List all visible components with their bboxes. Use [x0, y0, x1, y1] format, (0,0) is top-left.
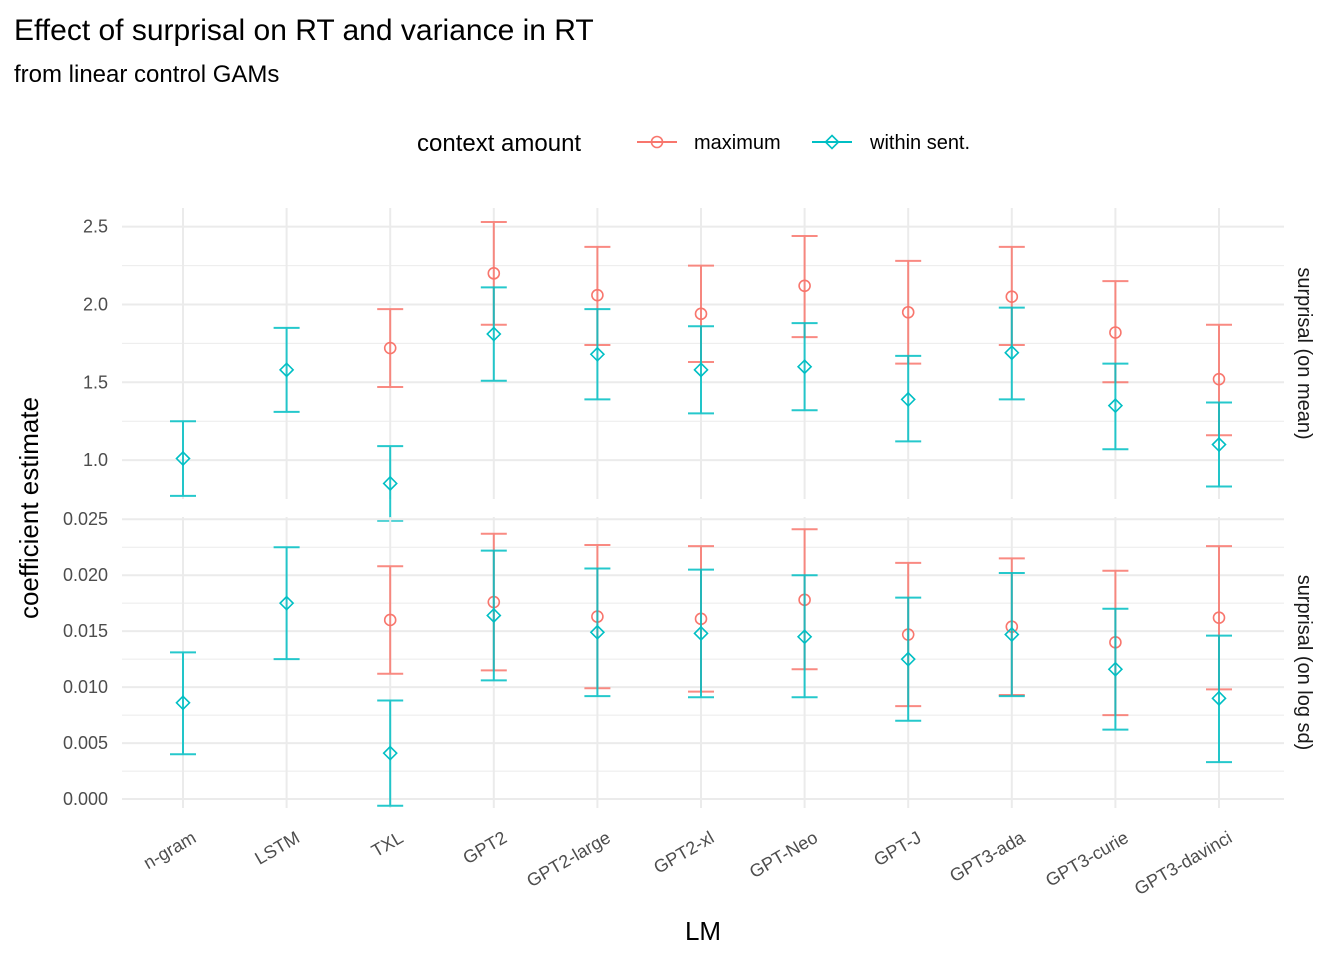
x-tick-label-lstm: LSTM — [251, 827, 303, 868]
panel-surprisal-on-log-sd: 0.000 0.005 0.010 0.015 0.020 0.025 surprisal … — [63, 509, 1315, 809]
x-tick-label-gpt-neo: GPT-Neo — [746, 827, 821, 882]
point-within-sent-gpt3-davinci — [1211, 436, 1227, 453]
x-tick-label-gpt3-ada: GPT3-ada — [946, 827, 1029, 886]
point-within-sent-gpt3-curie — [1107, 397, 1124, 414]
legend-entry-maximum: maximum — [637, 132, 781, 154]
errorbar-within-sent-gpt3-curie — [1102, 362, 1129, 451]
errorbar-within-sent-gpt2 — [480, 286, 507, 382]
x-tick-label-txl: TXL — [368, 827, 407, 861]
point-maximum-gpt-j — [901, 305, 915, 319]
point-within-sent-txl — [382, 745, 398, 761]
errorbar-within-sent-gpt-neo — [791, 322, 818, 412]
point-within-sent-gpt-j — [900, 651, 916, 667]
y-tick-label: 2.5 — [83, 217, 108, 237]
point-maximum-gpt2-xl — [694, 307, 708, 321]
point-within-sent-n-gram — [175, 695, 191, 711]
errorbar-within-sent-gpt2-large — [584, 308, 611, 401]
errorbar-within-sent-txl — [377, 445, 404, 522]
errorbar-within-sent-txl — [377, 699, 404, 807]
errorbar-within-sent-gpt2-large — [584, 567, 611, 698]
point-within-sent-gpt2-xl — [693, 362, 709, 378]
legend-key-circle-icon — [650, 135, 664, 149]
legend-label-maximum: maximum — [694, 132, 781, 154]
strip-label: surprisal (on log sd) — [1293, 575, 1315, 751]
errorbar-within-sent-gpt3-ada — [998, 306, 1025, 401]
errorbar-within-sent-gpt3-davinci — [1206, 401, 1232, 488]
point-within-sent-gpt3-davinci — [1211, 690, 1227, 706]
y-tick-label: 1.5 — [83, 372, 108, 392]
x-tick-label-gpt2: GPT2 — [459, 827, 510, 868]
legend: context amount maximum within sent. — [417, 130, 970, 157]
point-maximum-gpt3-curie — [1109, 326, 1122, 339]
x-axis-title: LM — [685, 916, 721, 946]
y-tick-label: 0.015 — [63, 621, 108, 641]
y-tick-label: 0.005 — [63, 733, 108, 753]
errorbar-within-sent-gpt3-davinci — [1206, 634, 1232, 764]
point-within-sent-n-gram — [175, 450, 191, 467]
legend-key-diamond-icon — [824, 134, 840, 150]
errorbar-within-sent-n-gram — [170, 420, 196, 497]
y-axis-title: coefficient estimate — [14, 397, 44, 619]
point-within-sent-gpt-neo — [796, 359, 813, 375]
point-within-sent-gpt-neo — [796, 629, 813, 645]
point-within-sent-gpt2-large — [589, 346, 606, 362]
errorbar-maximum-txl — [377, 565, 404, 675]
y-tick-label: 0.010 — [63, 677, 108, 697]
errorbar-maximum-gpt-neo — [791, 235, 818, 339]
point-within-sent-gpt-j — [900, 391, 916, 408]
errorbar-within-sent-gpt3-ada — [998, 571, 1025, 698]
strip-label: surprisal (on mean) — [1293, 267, 1315, 439]
x-tick-label-gpt2-large: GPT2-large — [523, 827, 614, 891]
errorbar-within-sent-gpt-j — [895, 596, 922, 722]
y-tick-label: 1.0 — [83, 450, 108, 470]
errorbar-within-sent-lstm — [273, 546, 300, 661]
x-tick-label-gpt3-curie: GPT3-curie — [1042, 827, 1132, 890]
point-maximum-gpt-neo — [798, 279, 811, 293]
legend-label-within-sent: within sent. — [869, 132, 970, 154]
point-within-sent-txl — [382, 475, 398, 492]
point-within-sent-gpt3-curie — [1107, 661, 1124, 677]
errorbar-maximum-gpt-j — [895, 259, 922, 365]
y-tick-label: 0.020 — [63, 565, 108, 585]
legend-entry-within-sent: within sent. — [812, 132, 970, 154]
errorbar-within-sent-gpt3-curie — [1102, 607, 1129, 731]
x-tick-label-gpt2-xl: GPT2-xl — [650, 827, 717, 877]
legend-title: context amount — [417, 130, 581, 157]
point-maximum-gpt2-large — [591, 288, 604, 302]
errorbar-within-sent-gpt2-xl — [688, 568, 714, 699]
point-within-sent-gpt2-xl — [693, 625, 709, 642]
point-within-sent-gpt3-ada — [1004, 626, 1020, 643]
x-tick-label-gpt3-davinci: GPT3-davinci — [1131, 827, 1235, 899]
errorbar-within-sent-gpt-j — [895, 354, 922, 443]
errorbar-maximum-txl — [377, 308, 404, 388]
point-maximum-txl — [383, 341, 397, 355]
point-within-sent-gpt2 — [486, 326, 502, 342]
x-axis-tick-labels: n-gram LSTM TXL GPT2 GPT2-large GPT2-xl GPT-Ne… — [140, 827, 1235, 899]
y-tick-label: 2.0 — [83, 294, 108, 314]
point-maximum-gpt3-ada — [1005, 290, 1019, 304]
errorbar-within-sent-lstm — [273, 326, 300, 413]
point-maximum-txl — [383, 613, 397, 627]
chart-title: Effect of surprisal on RT and variance i… — [14, 14, 594, 47]
point-within-sent-gpt2 — [486, 607, 502, 624]
errorbar-within-sent-gpt2-xl — [688, 325, 714, 415]
errorbar-within-sent-n-gram — [170, 651, 196, 756]
point-maximum-gpt2 — [487, 267, 501, 280]
point-within-sent-lstm — [278, 362, 295, 378]
y-tick-label: 0.025 — [63, 509, 108, 529]
errorbar-within-sent-gpt2 — [480, 549, 507, 682]
panel-surprisal-on-mean: 1.0 1.5 2.0 2.5 surprisal (on mean) — [83, 208, 1315, 522]
point-within-sent-gpt2-large — [589, 624, 606, 640]
errorbar-within-sent-gpt-neo — [791, 574, 818, 699]
point-maximum-gpt3-davinci — [1212, 611, 1226, 625]
chart-subtitle: from linear control GAMs — [14, 61, 279, 88]
x-tick-label-n-gram: n-gram — [140, 827, 199, 873]
y-tick-label: 0.000 — [63, 789, 108, 809]
point-within-sent-gpt3-ada — [1004, 345, 1020, 361]
point-maximum-gpt3-davinci — [1212, 372, 1226, 386]
x-tick-label-gpt-j: GPT-J — [870, 827, 924, 870]
point-within-sent-lstm — [278, 595, 295, 611]
